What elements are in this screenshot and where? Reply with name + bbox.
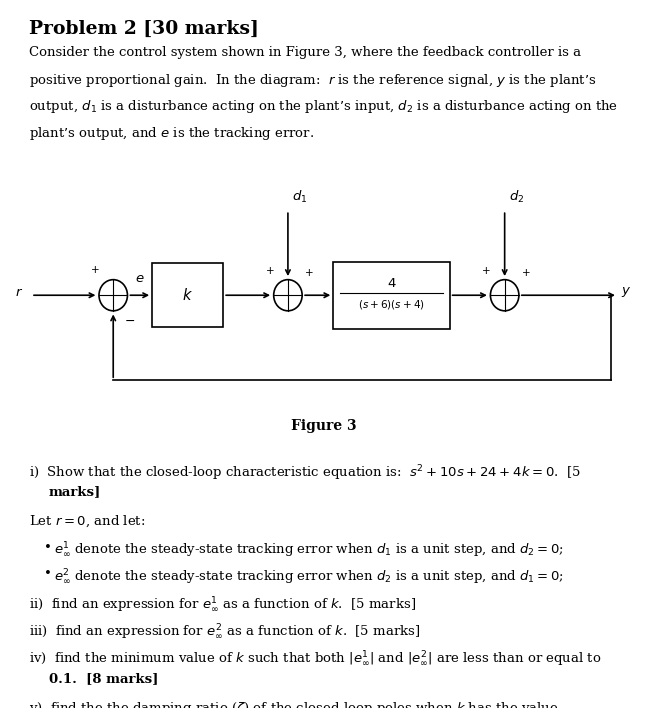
Text: Problem 2 [30 marks]: Problem 2 [30 marks] xyxy=(29,20,259,38)
Text: $e^2_\infty$ denote the steady-state tracking error when $d_2$ is a unit step, a: $e^2_\infty$ denote the steady-state tra… xyxy=(54,567,564,586)
Text: $(s+6)(s+4)$: $(s+6)(s+4)$ xyxy=(358,298,425,311)
Text: +: + xyxy=(265,266,274,276)
Bar xyxy=(152,263,223,327)
Bar xyxy=(333,262,450,329)
Text: •: • xyxy=(44,567,52,581)
Text: marks]: marks] xyxy=(49,486,101,498)
Text: $r$: $r$ xyxy=(15,286,23,299)
Text: $e$: $e$ xyxy=(135,273,144,285)
Text: i)  Show that the closed-loop characteristic equation is:  $s^2 + 10s + 24 + 4k : i) Show that the closed-loop characteris… xyxy=(29,463,581,483)
Text: $d_2$: $d_2$ xyxy=(509,188,524,205)
Text: $y$: $y$ xyxy=(621,285,631,299)
Text: $4$: $4$ xyxy=(387,278,396,290)
Text: $e^1_\infty$ denote the steady-state tracking error when $d_1$ is a unit step, a: $e^1_\infty$ denote the steady-state tra… xyxy=(54,540,564,559)
Text: Consider the control system shown in Figure 3, where the feedback controller is : Consider the control system shown in Fig… xyxy=(29,46,581,59)
Text: +: + xyxy=(305,268,313,278)
Text: ii)  find an expression for $e^1_\infty$ as a function of $k$.  [5 marks]: ii) find an expression for $e^1_\infty$ … xyxy=(29,595,416,615)
Text: +: + xyxy=(521,268,530,278)
Text: $k$: $k$ xyxy=(182,287,193,303)
Text: output, $d_1$ is a disturbance acting on the plant’s input, $d_2$ is a disturban: output, $d_1$ is a disturbance acting on… xyxy=(29,98,618,115)
Text: 0.1.  [8 marks]: 0.1. [8 marks] xyxy=(49,672,158,685)
Text: Let $r = 0$, and let:: Let $r = 0$, and let: xyxy=(29,513,146,529)
Text: plant’s output, and $e$ is the tracking error.: plant’s output, and $e$ is the tracking … xyxy=(29,125,314,142)
Text: iv)  find the minimum value of $k$ such that both $|e^1_\infty|$ and $|e^2_\inft: iv) find the minimum value of $k$ such t… xyxy=(29,649,602,668)
Text: Figure 3: Figure 3 xyxy=(291,419,356,433)
Text: v)  find the the damping ratio ($\zeta$) of the closed-loop poles when $k$ has t: v) find the the damping ratio ($\zeta$) … xyxy=(29,700,559,708)
Text: iii)  find an expression for $e^2_\infty$ as a function of $k$.  [5 marks]: iii) find an expression for $e^2_\infty$… xyxy=(29,622,421,641)
Text: −: − xyxy=(125,315,135,328)
Text: +: + xyxy=(482,266,491,276)
Text: +: + xyxy=(91,266,100,275)
Text: positive proportional gain.  In the diagram:  $r$ is the reference signal, $y$ i: positive proportional gain. In the diagr… xyxy=(29,72,597,89)
Text: •: • xyxy=(44,540,52,554)
Text: $d_1$: $d_1$ xyxy=(292,188,307,205)
